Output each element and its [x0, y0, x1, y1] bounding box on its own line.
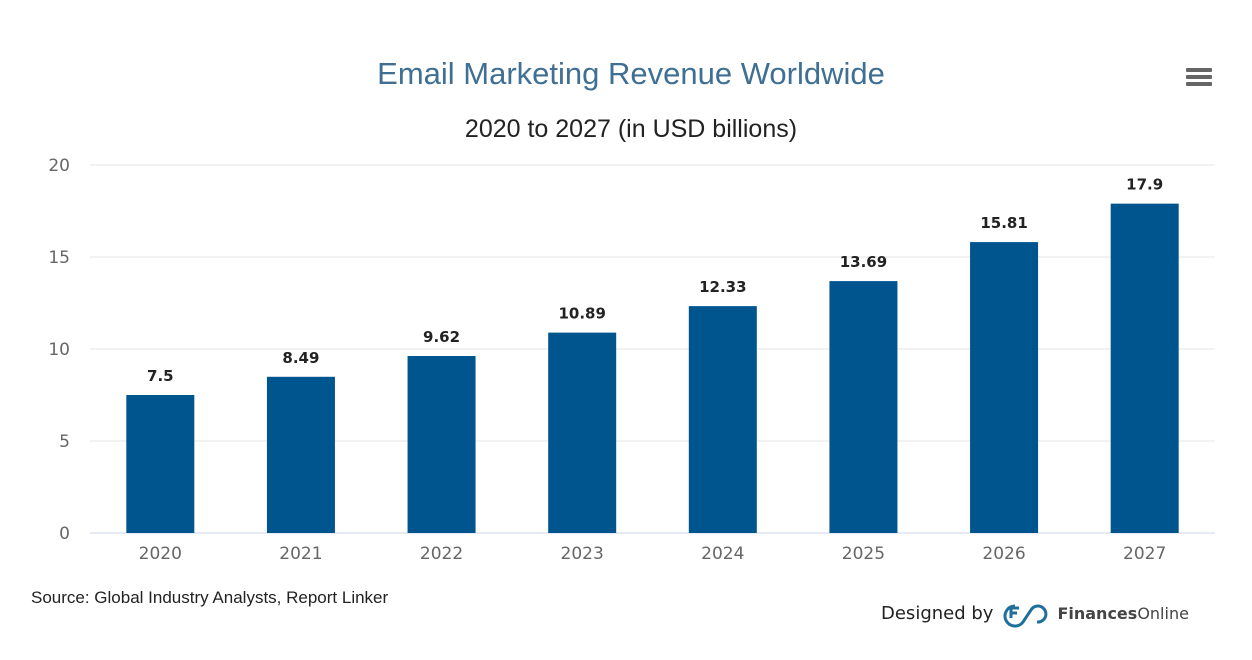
- credit-prefix: Designed by: [881, 602, 994, 624]
- chart-title: Email Marketing Revenue Worldwide: [377, 56, 885, 91]
- brand-name: FinancesOnline: [1057, 603, 1189, 623]
- data-label: 7.5: [147, 367, 174, 385]
- y-tick-label: 20: [48, 156, 70, 176]
- source-note: Source: Global Industry Analysts, Report…: [31, 588, 389, 607]
- y-tick-label: 5: [59, 432, 70, 452]
- bar: [548, 332, 617, 533]
- data-label: 17.9: [1126, 176, 1163, 194]
- x-tick-label: 2026: [982, 544, 1025, 564]
- bar: [970, 242, 1039, 533]
- y-tick-label: 10: [48, 340, 70, 360]
- data-label: 13.69: [840, 253, 887, 271]
- y-tick-label: 15: [48, 248, 70, 268]
- chart-subtitle: 2020 to 2027 (in USD billions): [464, 115, 798, 143]
- x-tick-label: 2027: [1123, 544, 1166, 564]
- x-tick-label: 2024: [701, 544, 744, 564]
- x-tick-label: 2025: [842, 544, 885, 564]
- bar: [829, 281, 898, 533]
- data-label: 15.81: [980, 214, 1027, 232]
- x-tick-label: 2022: [420, 544, 463, 564]
- bar: [266, 376, 335, 533]
- credit: Designed by FinancesOnline: [881, 598, 1189, 628]
- hamburger-menu-icon[interactable]: [1186, 68, 1212, 90]
- data-label: 9.62: [423, 328, 460, 346]
- financesonline-logo-icon: [1003, 604, 1048, 628]
- bar: [688, 306, 757, 533]
- bar: [1110, 203, 1179, 533]
- bar: [407, 355, 476, 533]
- x-tick-label: 2020: [139, 544, 182, 564]
- bar: [126, 395, 195, 533]
- data-label: 10.89: [558, 305, 605, 323]
- y-tick-label: 0: [59, 524, 70, 544]
- x-tick-label: 2021: [279, 544, 322, 564]
- data-label: 8.49: [282, 349, 319, 367]
- x-tick-label: 2023: [561, 544, 604, 564]
- data-label: 12.33: [699, 278, 746, 296]
